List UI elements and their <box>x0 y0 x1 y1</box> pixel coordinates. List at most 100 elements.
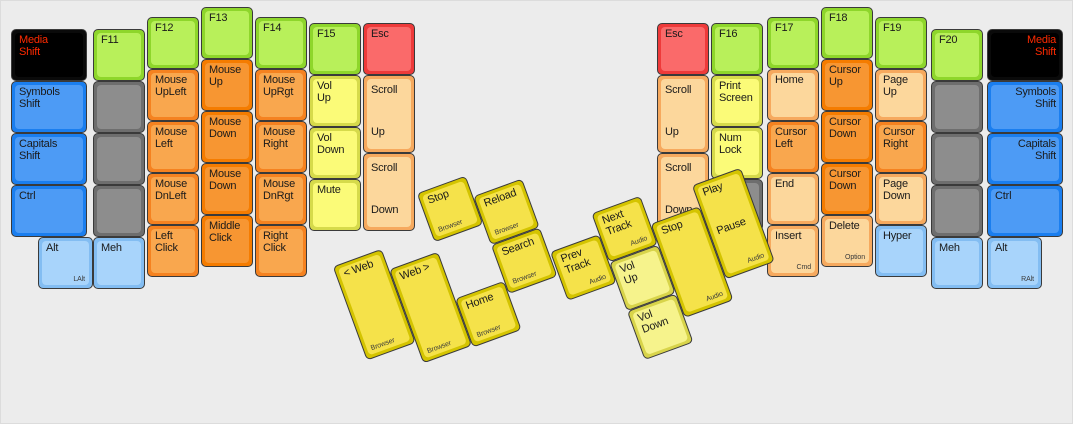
key-ctrl-left[interactable]: Ctrl <box>11 185 87 237</box>
key-blank-r2[interactable] <box>931 133 983 185</box>
key-label: Vol Up <box>317 80 332 104</box>
key-blank-r1[interactable] <box>931 81 983 133</box>
key-blank-l1[interactable] <box>93 81 145 133</box>
key-symbols-shift-left[interactable]: Symbols Shift <box>11 81 87 133</box>
key-label: F15 <box>317 28 336 40</box>
key-mouse-down-a[interactable]: Mouse Down <box>201 111 253 163</box>
key-label: Cursor Right <box>883 126 915 150</box>
key-cursor-down-a[interactable]: Cursor Down <box>821 111 873 163</box>
key-sublabel: Browser <box>475 324 502 340</box>
key-label: Home <box>775 74 804 86</box>
key-media-shift-right[interactable]: Media Shift <box>987 29 1063 81</box>
key-blank-r3[interactable] <box>931 185 983 237</box>
key-label: Print Screen <box>719 80 753 104</box>
key-sublabel: Cmd <box>796 264 812 271</box>
key-label: Scroll Up <box>371 84 398 138</box>
key-label: F11 <box>101 34 119 46</box>
key-cursor-left[interactable]: Cursor Left <box>767 121 819 173</box>
key-f14[interactable]: F14 <box>255 17 307 69</box>
key-ctrl-right[interactable]: Ctrl <box>987 185 1063 237</box>
key-scroll-down-left[interactable]: Scroll Down <box>363 153 415 231</box>
key-label: Web > <box>398 260 432 283</box>
key-mouse-dnleft[interactable]: Mouse DnLeft <box>147 173 199 225</box>
key-label: Stop <box>425 187 451 207</box>
key-label: Mouse DnRgt <box>263 178 296 202</box>
key-label: Cursor Left <box>775 126 807 150</box>
key-capitals-shift-right[interactable]: Capitals Shift <box>987 133 1063 185</box>
key-end[interactable]: End <box>767 173 819 225</box>
key-f17[interactable]: F17 <box>767 17 819 69</box>
key-meh-left[interactable]: Meh <box>93 237 145 289</box>
key-label: Mouse UpLeft <box>155 74 188 98</box>
key-vol-down-left[interactable]: Vol Down <box>309 127 361 179</box>
key-scroll-up-right[interactable]: Scroll Up <box>657 75 709 153</box>
key-mouse-uprgt[interactable]: Mouse UpRgt <box>255 69 307 121</box>
key-hyper[interactable]: Hyper <box>875 225 927 277</box>
key-cursor-right[interactable]: Cursor Right <box>875 121 927 173</box>
key-label: F16 <box>719 28 738 40</box>
key-label: Scroll Down <box>371 162 399 216</box>
key-capitals-shift-left[interactable]: Capitals Shift <box>11 133 87 185</box>
key-esc-right[interactable]: Esc <box>657 23 709 75</box>
key-f15[interactable]: F15 <box>309 23 361 75</box>
key-esc-left[interactable]: Esc <box>363 23 415 75</box>
key-alt-left[interactable]: Alt LAlt <box>38 237 93 289</box>
key-f13[interactable]: F13 <box>201 7 253 59</box>
key-label: Page Up <box>883 74 908 98</box>
key-mouse-right[interactable]: Mouse Right <box>255 121 307 173</box>
key-label: Num Lock <box>719 132 742 156</box>
key-print-screen[interactable]: Print Screen <box>711 75 763 127</box>
key-f20[interactable]: F20 <box>931 29 983 81</box>
key-meh-right[interactable]: Meh <box>931 237 983 289</box>
key-sublabel: Browser <box>437 218 464 234</box>
key-delete[interactable]: Delete Option <box>821 215 873 267</box>
key-blank-l2[interactable] <box>93 133 145 185</box>
key-scroll-up-left[interactable]: Scroll Up <box>363 75 415 153</box>
key-media-shift-left[interactable]: Media Shift <box>11 29 87 81</box>
key-label: Mouse UpRgt <box>263 74 296 98</box>
key-label: Mouse Down <box>209 168 242 192</box>
key-alt-right[interactable]: Alt RAlt <box>987 237 1042 289</box>
key-f16[interactable]: F16 <box>711 23 763 75</box>
right-thumb-cluster: Prev Track Audio Next Track Audio Vol Up… <box>550 167 783 402</box>
key-mouse-down-b[interactable]: Mouse Down <box>201 163 253 215</box>
key-label: Prev Track <box>559 246 592 277</box>
key-label: F13 <box>209 12 228 24</box>
key-label: Mouse Up <box>209 64 242 88</box>
key-label: Media Shift <box>1027 34 1056 58</box>
key-middle-click[interactable]: Middle Click <box>201 215 253 267</box>
key-mouse-dnrgt[interactable]: Mouse DnRgt <box>255 173 307 225</box>
key-label: Alt <box>995 242 1008 254</box>
key-label: Capitals Shift <box>19 138 58 162</box>
key-label: Page Down <box>883 178 911 202</box>
key-label: F20 <box>939 34 958 46</box>
key-insert[interactable]: Insert Cmd <box>767 225 819 277</box>
thumb-key-browser-stop[interactable]: Stop Browser <box>416 175 484 243</box>
key-label: Delete <box>829 220 860 232</box>
key-sublabel: LAlt <box>73 276 85 283</box>
key-left-click[interactable]: Left Click <box>147 225 199 277</box>
key-cursor-up[interactable]: Cursor Up <box>821 59 873 111</box>
key-page-down[interactable]: Page Down <box>875 173 927 225</box>
key-label: Alt <box>46 242 59 254</box>
key-f11[interactable]: F11 <box>93 29 145 81</box>
key-cursor-down-b[interactable]: Cursor Down <box>821 163 873 215</box>
key-mouse-up[interactable]: Mouse Up <box>201 59 253 111</box>
key-right-click[interactable]: Right Click <box>255 225 307 277</box>
key-label: Symbols Shift <box>19 86 60 110</box>
key-mouse-upleft[interactable]: Mouse UpLeft <box>147 69 199 121</box>
key-f12[interactable]: F12 <box>147 17 199 69</box>
key-f19[interactable]: F19 <box>875 17 927 69</box>
key-mute-left[interactable]: Mute <box>309 179 361 231</box>
key-label: Mouse Right <box>263 126 296 150</box>
key-f18[interactable]: F18 <box>821 7 873 59</box>
key-blank-l3[interactable] <box>93 185 145 237</box>
key-mouse-left[interactable]: Mouse Left <box>147 121 199 173</box>
key-symbols-shift-right[interactable]: Symbols Shift <box>987 81 1063 133</box>
key-label: Stop <box>659 218 685 238</box>
key-home[interactable]: Home <box>767 69 819 121</box>
key-vol-up-left[interactable]: Vol Up <box>309 75 361 127</box>
key-sublabel: Browser <box>369 337 396 353</box>
key-label: F19 <box>883 22 902 34</box>
key-page-up[interactable]: Page Up <box>875 69 927 121</box>
